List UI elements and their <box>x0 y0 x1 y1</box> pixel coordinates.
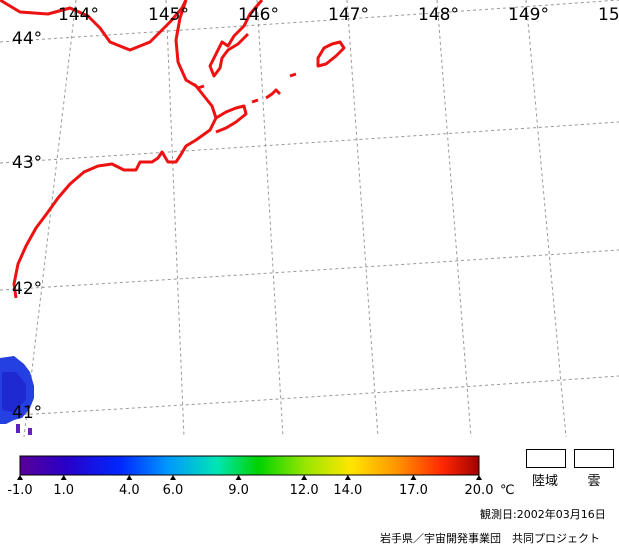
sst-pixel <box>28 428 32 435</box>
latitude-line-41 <box>0 375 619 417</box>
cloud-legend-swatch <box>574 449 614 468</box>
latitude-line-43 <box>0 121 619 164</box>
longitude-line-146 <box>256 0 284 438</box>
land-legend-swatch <box>526 449 566 468</box>
latitude-labels: 44° 43° 42° 41° <box>12 29 42 423</box>
sst-pixel <box>16 424 20 433</box>
colorbar-tick-mark <box>170 475 176 480</box>
latitude-line-44 <box>0 0 619 43</box>
longitude-line-149 <box>525 0 567 438</box>
kunashiri-fragment <box>192 82 205 90</box>
colorbar-tick-label: -1.0 <box>7 483 32 498</box>
colorbar-tick-label: 12.0 <box>290 483 319 498</box>
lon-label-148: 148° <box>418 5 459 25</box>
lat-label-43: 43° <box>12 153 42 173</box>
lat-label-44: 44° <box>12 29 42 49</box>
longitude-labels: 144° 145° 146° 147° 148° 149° 15 <box>58 5 619 25</box>
longitude-line-147 <box>346 0 379 438</box>
latitude-line-42 <box>0 249 619 291</box>
colorbar-tick-label: 20.0 <box>465 483 494 498</box>
colorbar-tick-mark <box>476 475 482 480</box>
hokkaido-east-coast <box>0 0 188 52</box>
lon-label-147: 147° <box>328 5 369 25</box>
lon-label-149: 149° <box>508 5 549 25</box>
observation-date: 観測日:2002年03月16日 <box>480 508 606 521</box>
colorbar-tick-mark <box>235 475 242 480</box>
lon-label-144: 144° <box>58 5 99 25</box>
credit-text: 岩手県／宇宙開発事業団 共同プロジェクト <box>380 532 600 545</box>
colorbar-tick-mark <box>60 475 67 480</box>
colorbar-tick-mark <box>344 475 351 480</box>
colorbar-tick-label: 9.0 <box>228 483 249 498</box>
colorbar-tick-label: 4.0 <box>119 483 140 498</box>
shikotan-island <box>316 40 346 68</box>
colorbar-tick-label: 14.0 <box>333 483 362 498</box>
lon-label-150: 15 <box>598 5 619 25</box>
nemuro-peninsula <box>215 104 248 134</box>
longitude-line-145 <box>165 0 185 438</box>
colorbar-tick-mark <box>126 475 133 480</box>
colorbar-tick-label: 1.0 <box>53 483 74 498</box>
lat-label-42: 42° <box>12 279 42 299</box>
colorbar-tick-mark <box>17 475 23 480</box>
colorbar-unit: ℃ <box>500 483 515 498</box>
coastline <box>0 0 346 299</box>
shiretoko-peninsula <box>208 0 264 78</box>
colorbar-tick-label: 6.0 <box>163 483 184 498</box>
lon-label-146: 146° <box>238 5 279 25</box>
longitude-line-148 <box>436 0 472 438</box>
colorbar-tick-label: 17.0 <box>399 483 428 498</box>
colorbar-tick-mark <box>410 475 417 480</box>
longitude-line-144 <box>23 0 77 438</box>
land-legend-label: 陸域 <box>531 474 558 489</box>
lon-label-145: 145° <box>148 5 189 25</box>
colorbar <box>19 455 480 476</box>
sst-cold-core <box>2 372 26 412</box>
graticule <box>0 0 619 438</box>
lat-label-41: 41° <box>12 403 42 423</box>
cloud-legend-label: 雲 <box>587 474 601 489</box>
habomai-islands <box>251 72 297 104</box>
colorbar-tick-mark <box>301 475 308 480</box>
colorbar-ticks: -1.0 1.0 4.0 6.0 9.0 12.0 14.0 17.0 20.0 <box>7 475 493 498</box>
sst-patch <box>0 356 34 435</box>
